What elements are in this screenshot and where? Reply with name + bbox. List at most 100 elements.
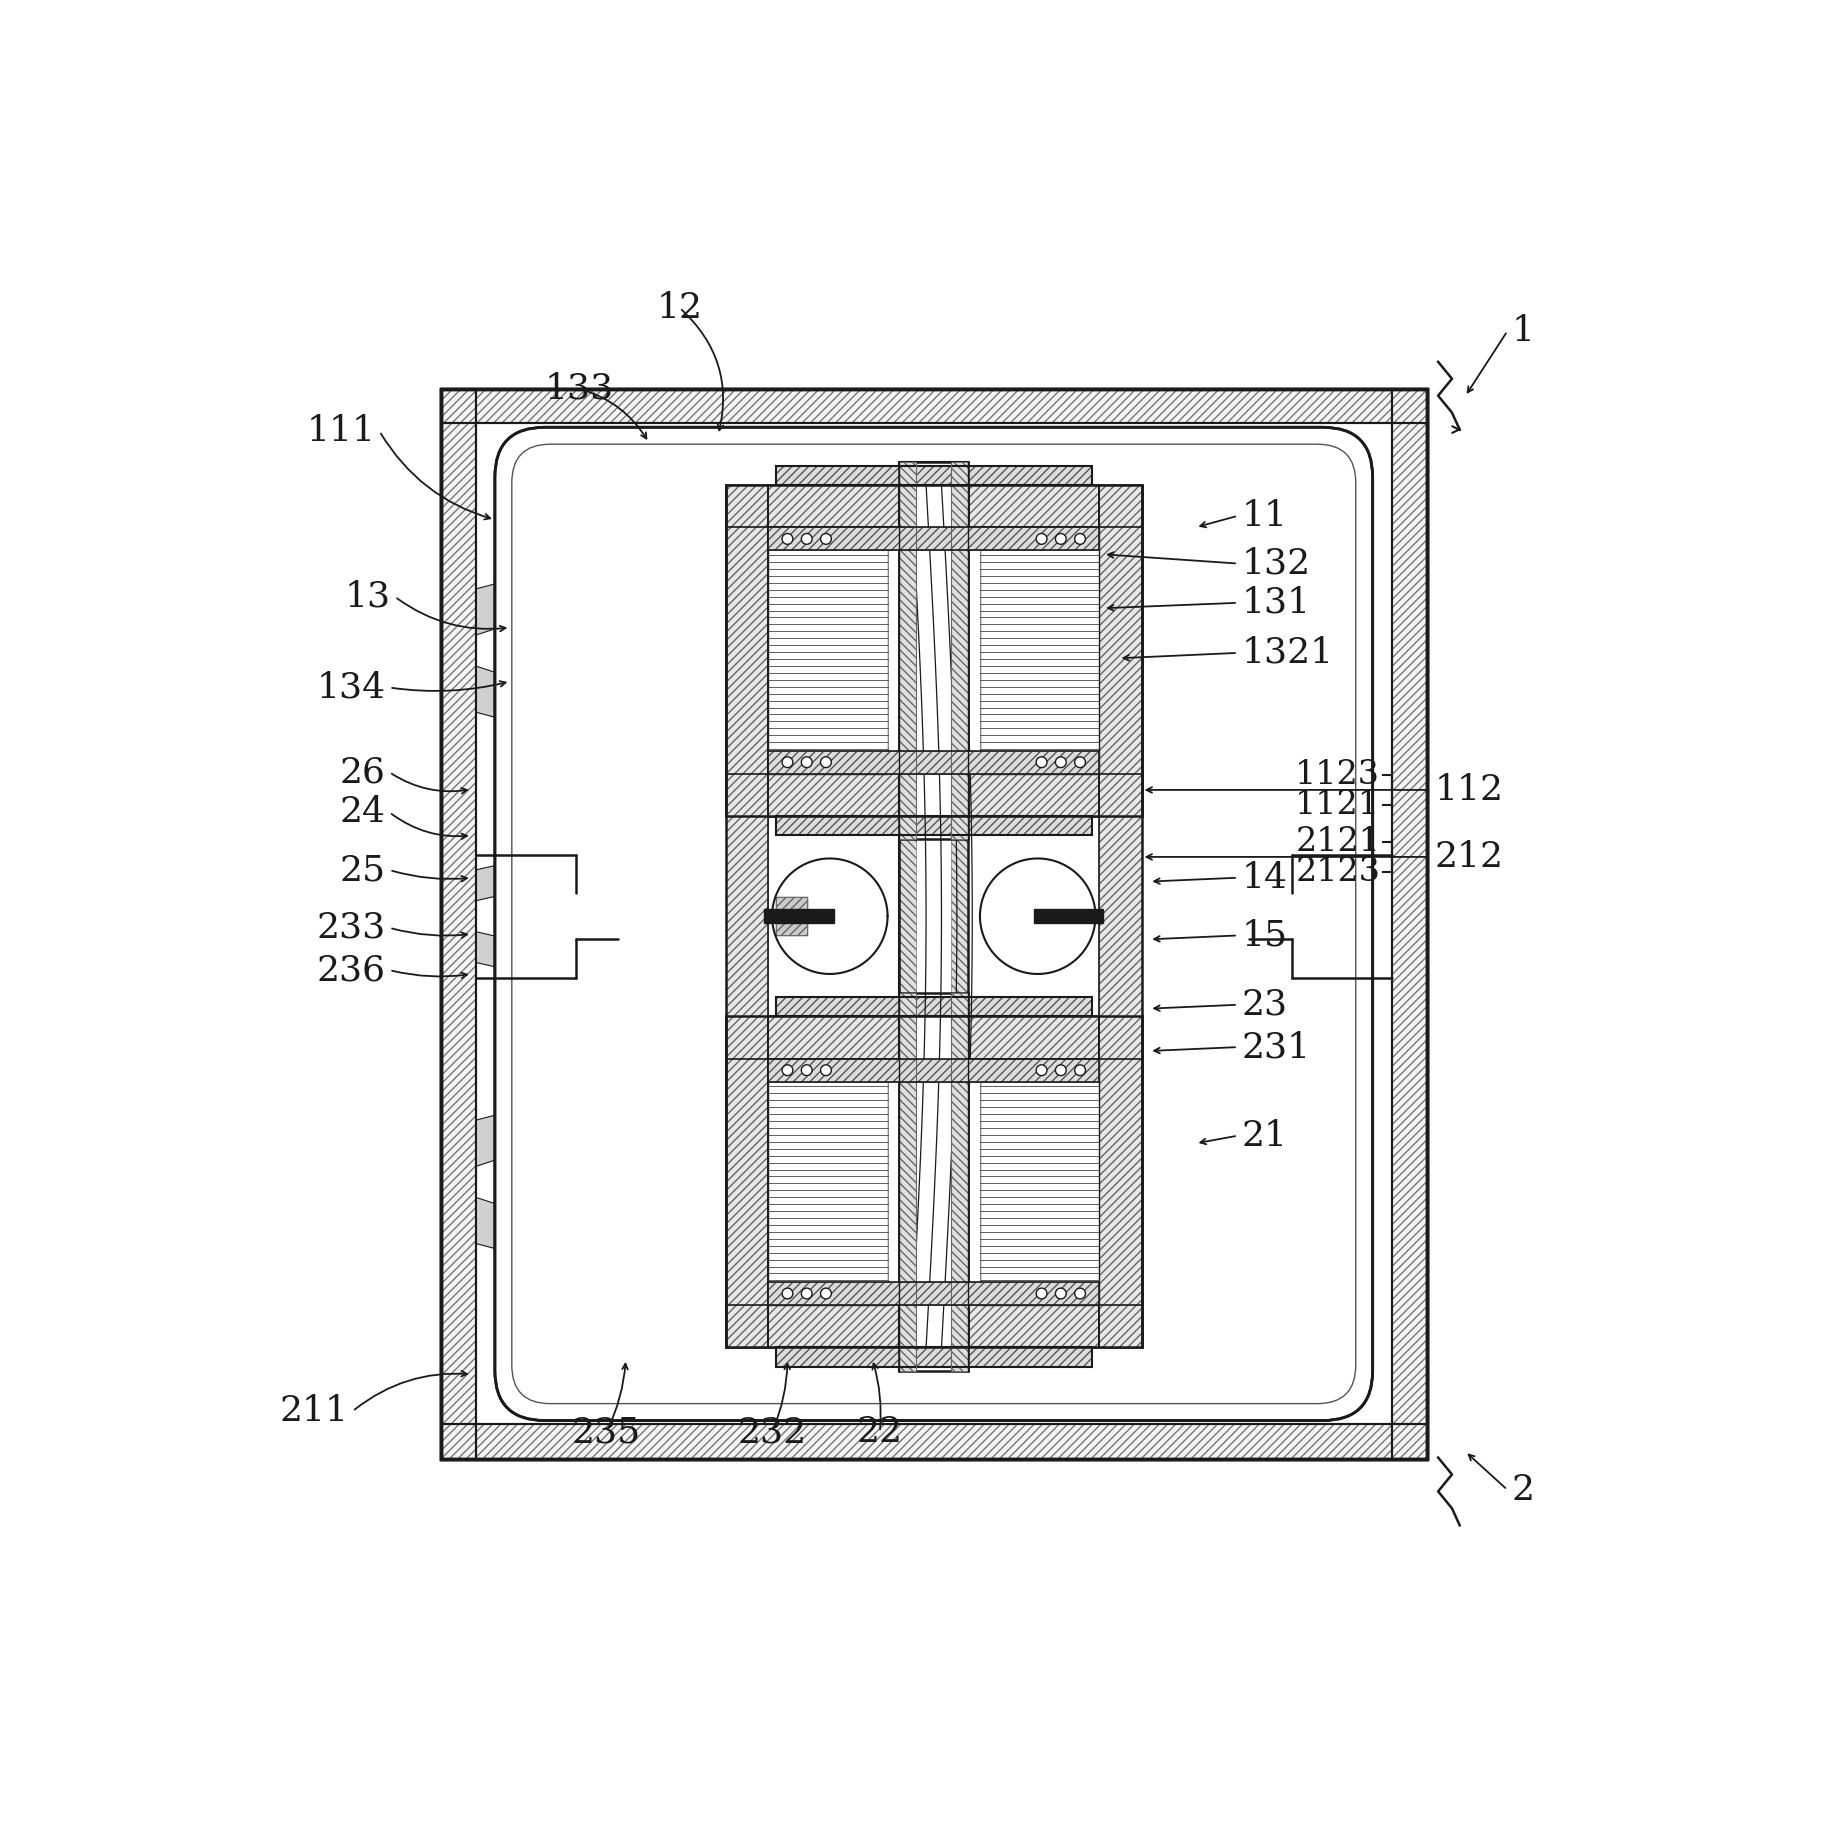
Text: 21: 21 — [1241, 1119, 1287, 1153]
Text: 131: 131 — [1241, 585, 1311, 620]
Bar — [1099, 1016, 1142, 1347]
Text: 236: 236 — [316, 952, 386, 987]
Bar — [899, 462, 969, 839]
Bar — [775, 466, 1091, 484]
Text: 15: 15 — [1241, 918, 1289, 952]
Polygon shape — [475, 1197, 711, 1305]
Bar — [726, 1016, 768, 1347]
Circle shape — [801, 534, 812, 545]
Bar — [441, 1424, 1426, 1459]
Bar — [441, 389, 1426, 1459]
Polygon shape — [475, 526, 711, 634]
Bar — [899, 462, 969, 1371]
Bar — [768, 526, 1099, 550]
Bar — [899, 993, 969, 1371]
Bar — [1035, 909, 1102, 923]
Circle shape — [1036, 1289, 1047, 1300]
Text: 26: 26 — [340, 755, 386, 790]
Text: 11: 11 — [1241, 499, 1287, 532]
Text: 2123: 2123 — [1296, 856, 1380, 888]
Bar — [775, 996, 1091, 1016]
Text: 13: 13 — [345, 579, 391, 614]
Text: 1123: 1123 — [1296, 759, 1380, 792]
Bar — [775, 815, 1091, 835]
Circle shape — [1036, 757, 1047, 768]
Bar — [899, 462, 916, 1371]
Circle shape — [801, 1289, 812, 1300]
Text: 25: 25 — [340, 854, 386, 887]
Polygon shape — [475, 665, 711, 773]
Bar — [888, 1058, 980, 1305]
Polygon shape — [475, 932, 711, 1016]
Circle shape — [821, 757, 832, 768]
Bar — [980, 1058, 1099, 1305]
Circle shape — [1055, 1066, 1066, 1075]
Bar — [768, 1281, 1099, 1305]
Bar — [1391, 389, 1426, 1459]
Text: 211: 211 — [280, 1395, 349, 1428]
Circle shape — [1036, 534, 1047, 545]
Circle shape — [782, 1066, 793, 1075]
Text: 23: 23 — [1241, 987, 1289, 1022]
Bar — [726, 484, 1142, 815]
Bar — [726, 484, 768, 1347]
Bar — [775, 898, 806, 936]
Bar — [775, 996, 1091, 1016]
Bar — [441, 389, 475, 1459]
Bar — [951, 462, 967, 1371]
Bar — [951, 993, 967, 1371]
Text: 134: 134 — [316, 671, 386, 704]
Bar — [775, 815, 1091, 835]
Bar — [768, 526, 888, 773]
Text: 233: 233 — [316, 910, 386, 945]
Circle shape — [801, 1066, 812, 1075]
Text: 22: 22 — [857, 1415, 903, 1450]
Bar — [768, 526, 1099, 550]
Bar — [768, 1058, 888, 1305]
Circle shape — [1036, 1066, 1047, 1075]
Text: 235: 235 — [572, 1415, 642, 1450]
Bar — [726, 773, 1142, 815]
Text: 2: 2 — [1512, 1473, 1534, 1506]
Bar — [775, 466, 1091, 484]
Bar — [726, 1016, 1142, 1347]
Text: 232: 232 — [737, 1415, 806, 1450]
Circle shape — [782, 1289, 793, 1300]
Text: 133: 133 — [545, 371, 614, 406]
Bar — [899, 462, 916, 839]
Circle shape — [782, 757, 793, 768]
Bar — [441, 389, 1426, 1459]
Circle shape — [1055, 757, 1066, 768]
Circle shape — [782, 534, 793, 545]
Bar — [726, 484, 768, 815]
Text: 112: 112 — [1435, 773, 1503, 806]
Circle shape — [821, 1289, 832, 1300]
Text: 132: 132 — [1241, 547, 1311, 581]
Polygon shape — [475, 815, 711, 901]
Bar — [441, 389, 1426, 424]
Circle shape — [821, 534, 832, 545]
Bar — [726, 484, 1142, 526]
Bar — [1099, 484, 1142, 1347]
Bar — [768, 751, 1099, 773]
Bar — [768, 751, 1099, 773]
Bar — [726, 1305, 1142, 1347]
Text: 1: 1 — [1512, 314, 1534, 347]
Text: 2121: 2121 — [1296, 826, 1380, 857]
Bar — [775, 1347, 1091, 1367]
Text: 1121: 1121 — [1296, 788, 1380, 821]
Text: 12: 12 — [656, 291, 702, 325]
Circle shape — [1055, 1289, 1066, 1300]
Bar — [764, 909, 834, 923]
Text: 212: 212 — [1435, 839, 1503, 874]
Bar — [951, 462, 967, 839]
FancyBboxPatch shape — [495, 428, 1373, 1420]
Bar — [980, 526, 1099, 773]
Bar — [726, 1016, 1142, 1347]
Bar — [726, 1016, 1142, 1058]
Circle shape — [1075, 1289, 1086, 1300]
Bar — [726, 484, 1142, 815]
Text: 231: 231 — [1241, 1031, 1311, 1064]
Text: 1321: 1321 — [1241, 636, 1334, 669]
Bar — [768, 1058, 1099, 1082]
